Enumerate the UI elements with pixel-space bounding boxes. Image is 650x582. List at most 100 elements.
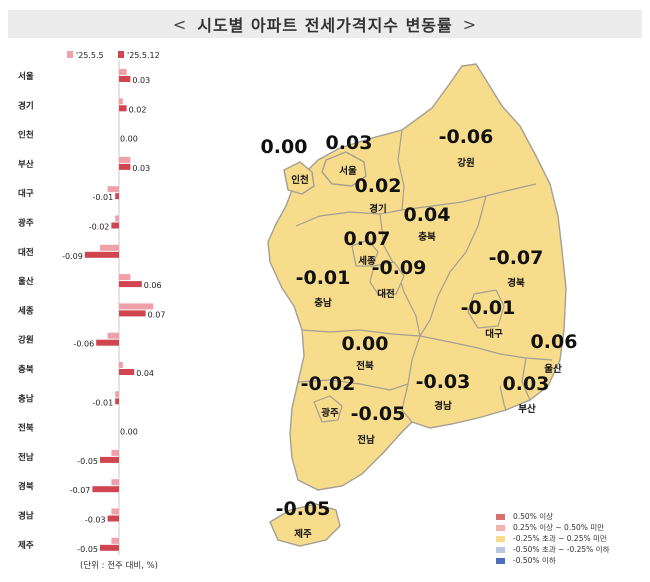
map-value: 0.03 <box>326 132 373 154</box>
category-label: 울산 <box>18 276 34 287</box>
chevron-left-icon: < <box>172 14 188 34</box>
category-label: 전북 <box>18 423 34 434</box>
border-gyeonggi-gangwon <box>397 129 405 211</box>
data-label: 0.06 <box>144 281 162 290</box>
bar-this-week <box>100 544 119 551</box>
legend-label-1: '25.5.5 <box>76 51 104 60</box>
bar-prev-week <box>119 69 127 75</box>
bar-prev-week <box>111 508 119 515</box>
bar-this-week <box>119 281 142 288</box>
map-region-name: 세종 <box>358 255 376 267</box>
category-label: 경기 <box>18 100 34 111</box>
map-value: 0.07 <box>344 228 391 250</box>
map-legend: 0.50% 이상 0.25% 이상 ~ 0.50% 미만 -0.25% 초과 ~ 0… <box>496 511 646 566</box>
data-label: -0.07 <box>70 486 91 495</box>
bar-this-week <box>111 222 119 229</box>
map-region-name: 충북 <box>418 231 436 243</box>
border-gangwon-north <box>401 183 537 211</box>
map-value: -0.09 <box>372 257 427 279</box>
data-label: -0.06 <box>73 340 94 349</box>
category-label: 대구 <box>18 188 34 199</box>
data-label: -0.09 <box>62 252 83 261</box>
category-label: 인천 <box>18 130 34 141</box>
data-label: -0.01 <box>92 193 113 202</box>
bar-this-week <box>115 398 119 405</box>
map-value: 0.00 <box>261 136 308 158</box>
jeju-shape <box>269 503 341 547</box>
bar-prev-week <box>107 332 119 339</box>
map-legend-swatch <box>496 524 505 531</box>
map-value: -0.02 <box>301 373 356 395</box>
category-label: 서울 <box>18 71 34 82</box>
map-legend-swatch <box>496 546 505 553</box>
map-legend-label: 0.50% 이상 <box>513 512 554 521</box>
bar-this-week <box>119 310 146 317</box>
data-label: 0.03 <box>132 76 150 85</box>
chevron-right-icon: > <box>462 14 478 34</box>
map-region-name: 대구 <box>485 328 503 340</box>
map-value: -0.03 <box>416 371 471 393</box>
bar-this-week <box>119 105 127 112</box>
map-region-name: 광주 <box>321 407 339 419</box>
data-label: -0.02 <box>89 223 110 232</box>
map-legend-swatch <box>496 535 505 542</box>
map-region-name: 부산 <box>518 403 536 415</box>
legend-swatch-2 <box>118 51 124 58</box>
bar-this-week <box>84 251 119 258</box>
map-value: -0.06 <box>439 126 494 148</box>
incheon-shape <box>283 161 315 195</box>
bar-this-week <box>100 456 119 463</box>
map-legend-label: -0.50% 초과 ~ -0.25% 이하 <box>513 545 610 554</box>
map-region-name: 강원 <box>457 157 474 169</box>
bar-this-week <box>119 163 131 170</box>
map-value: 0.00 <box>342 333 389 355</box>
bar-prev-week <box>119 362 123 368</box>
bar-prev-week <box>115 391 119 398</box>
page-title: 시도별 아파트 전세가격지수 변동률 <box>197 16 453 35</box>
map-value: -0.05 <box>351 403 406 425</box>
legend-swatch-1 <box>67 51 73 58</box>
map-value: 0.06 <box>531 331 578 353</box>
daegu-shape <box>467 289 505 329</box>
category-label: 제주 <box>18 540 34 551</box>
gwangju-shape <box>313 395 343 423</box>
map-region-name: 대전 <box>377 288 394 300</box>
bar-this-week <box>92 486 119 493</box>
category-label: 광주 <box>18 218 34 229</box>
unit-note: (단위 : 전주 대비, %) <box>80 561 159 571</box>
category-label: 충북 <box>18 364 34 375</box>
map-region-name: 서울 <box>339 165 357 177</box>
title-bar: < 시도별 아파트 전세가격지수 변동률 > <box>8 10 642 38</box>
map-legend-item: 0.50% 이상 <box>496 511 646 522</box>
bar-prev-week <box>119 98 123 105</box>
map-legend-swatch <box>496 513 505 520</box>
category-label: 강원 <box>18 335 34 346</box>
category-label: 경남 <box>18 511 34 522</box>
map-value: 0.02 <box>355 175 402 197</box>
map-legend-swatch <box>496 557 505 564</box>
border-busan <box>499 385 507 411</box>
category-label: 충남 <box>18 393 34 404</box>
map-region-name: 울산 <box>544 363 562 375</box>
map-region-name: 경북 <box>507 277 525 289</box>
border-jeonbuk-jeonnam <box>297 379 409 391</box>
border-chungbuk-gyeongbuk <box>419 195 487 337</box>
bar-this-week <box>107 515 119 522</box>
bar-prev-week <box>119 156 131 163</box>
border-ulsan <box>521 357 531 401</box>
border-chungnam-chungbuk <box>379 213 421 337</box>
data-label: -0.05 <box>77 545 98 554</box>
category-label: 부산 <box>18 159 34 170</box>
data-label: -0.05 <box>77 457 98 466</box>
map-legend-item: 0.25% 이상 ~ 0.50% 미만 <box>496 522 646 533</box>
bar-prev-week <box>107 186 119 193</box>
bar-prev-week <box>119 303 154 310</box>
map-region-name: 전남 <box>357 434 375 446</box>
category-label: 대전 <box>18 247 34 258</box>
border-chungnam-jeonbuk <box>301 329 421 337</box>
map-region-name: 제주 <box>294 528 312 540</box>
map-value: 0.04 <box>404 204 451 226</box>
map-region-name: 충남 <box>314 297 332 309</box>
border-gyeongbuk-gyeongnam <box>419 335 553 361</box>
bar-prev-week <box>115 215 119 222</box>
